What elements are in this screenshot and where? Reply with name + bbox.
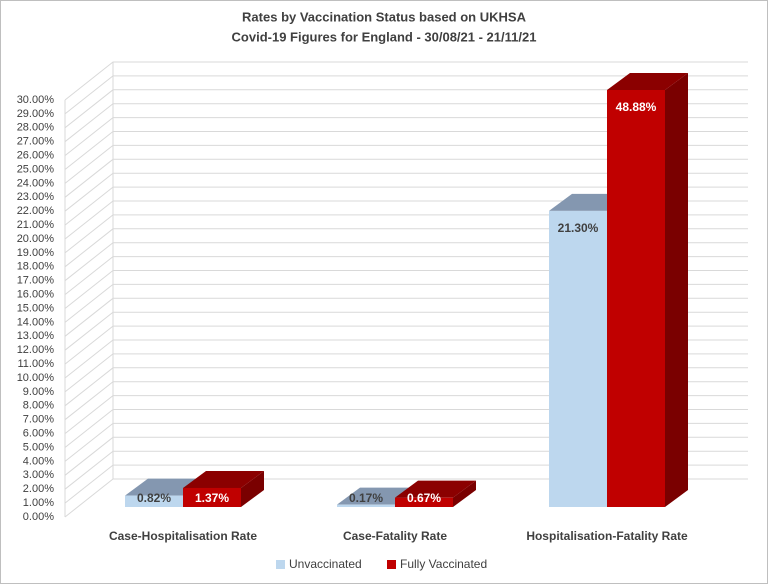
y-tick-label: 1.00% xyxy=(23,497,54,509)
value-label: 0.17% xyxy=(349,491,383,505)
x-tick-label: Case-Fatality Rate xyxy=(343,529,447,543)
y-tick-label: 29.00% xyxy=(17,108,55,120)
grid-line xyxy=(64,270,748,309)
y-tick-label: 30.00% xyxy=(17,94,55,106)
grid-line xyxy=(64,478,748,518)
grid-line xyxy=(64,283,748,323)
bar xyxy=(125,495,183,507)
y-tick-label: 8.00% xyxy=(23,400,54,412)
value-label: 1.37% xyxy=(195,491,229,505)
legend-label: Fully Vaccinated xyxy=(400,557,487,571)
grid-line xyxy=(64,242,748,282)
grid-line xyxy=(64,311,748,351)
grid-line xyxy=(64,117,748,156)
y-tick-label: 4.00% xyxy=(23,455,54,467)
grid-line xyxy=(64,158,748,198)
x-tick-label: Hospitalisation-Fatality Rate xyxy=(526,529,688,543)
y-tick-label: 12.00% xyxy=(17,344,55,356)
grid-line xyxy=(64,214,748,254)
grid-line xyxy=(64,339,748,379)
grid-line xyxy=(64,186,748,226)
grid-line xyxy=(64,464,748,504)
y-tick-label: 27.00% xyxy=(17,136,55,148)
y-tick-label: 17.00% xyxy=(17,275,55,287)
value-label: 0.82% xyxy=(137,491,171,505)
bar-side xyxy=(453,480,476,507)
y-tick-label: 0.00% xyxy=(23,511,54,523)
value-label: 21.30% xyxy=(558,221,599,235)
grid-line xyxy=(64,367,748,407)
legend-label: Unvaccinated xyxy=(289,557,362,571)
grid-line xyxy=(64,450,748,490)
y-tick-label: 23.00% xyxy=(17,191,55,203)
chart-title: Rates by Vaccination Status based on UKH… xyxy=(242,9,527,24)
y-tick-label: 7.00% xyxy=(23,414,54,426)
x-tick-label: Case-Hospitalisation Rate xyxy=(109,529,257,543)
grid-line xyxy=(64,381,748,421)
bar-side xyxy=(665,73,688,507)
grid-line xyxy=(64,75,748,115)
y-tick-label: 20.00% xyxy=(17,233,55,245)
grid-line xyxy=(64,89,748,129)
grid-line xyxy=(64,103,748,143)
y-tick-label: 19.00% xyxy=(17,247,55,259)
bar-top xyxy=(395,480,476,498)
grid-line xyxy=(64,144,748,184)
y-tick-label: 5.00% xyxy=(23,441,54,453)
y-tick-label: 25.00% xyxy=(17,163,55,175)
value-label: 48.88% xyxy=(616,100,657,114)
y-tick-label: 10.00% xyxy=(17,372,55,384)
grid-line xyxy=(64,297,748,337)
y-tick-label: 6.00% xyxy=(23,428,54,440)
y-tick-label: 9.00% xyxy=(23,386,54,398)
y-tick-label: 18.00% xyxy=(17,261,55,273)
grid-line xyxy=(64,409,748,448)
y-tick-label: 26.00% xyxy=(17,150,55,162)
bar xyxy=(395,497,453,507)
grid-line xyxy=(64,256,748,295)
grid-line xyxy=(64,436,748,476)
y-tick-label: 21.00% xyxy=(17,219,55,231)
grid-line xyxy=(64,131,748,170)
y-tick-label: 2.00% xyxy=(23,483,54,495)
y-tick-label: 15.00% xyxy=(17,302,55,314)
grid-line xyxy=(64,228,748,268)
grid-line xyxy=(64,395,748,434)
chart-subtitle: Covid-19 Figures for England - 30/08/21 … xyxy=(232,29,537,44)
bar-top xyxy=(607,73,688,90)
y-tick-label: 13.00% xyxy=(17,330,55,342)
bar xyxy=(337,504,395,507)
grid-line xyxy=(64,200,748,240)
grid-line xyxy=(64,353,748,393)
bar xyxy=(549,210,607,507)
legend-swatch xyxy=(387,560,396,569)
grid-line xyxy=(64,325,748,365)
y-tick-label: 11.00% xyxy=(18,358,55,370)
y-tick-label: 22.00% xyxy=(17,205,55,217)
bar-top xyxy=(183,470,264,488)
legend-swatch xyxy=(276,560,285,569)
grid-line xyxy=(64,172,748,212)
bar-side xyxy=(241,470,264,507)
y-tick-label: 16.00% xyxy=(17,289,55,301)
grid-line xyxy=(64,61,748,101)
bar xyxy=(183,487,241,507)
y-tick-label: 24.00% xyxy=(17,177,55,189)
y-tick-label: 3.00% xyxy=(23,469,54,481)
y-tick-label: 28.00% xyxy=(17,122,55,134)
grid-line xyxy=(64,422,748,462)
value-label: 0.67% xyxy=(407,491,441,505)
y-tick-label: 14.00% xyxy=(17,316,55,328)
bar xyxy=(607,90,665,507)
